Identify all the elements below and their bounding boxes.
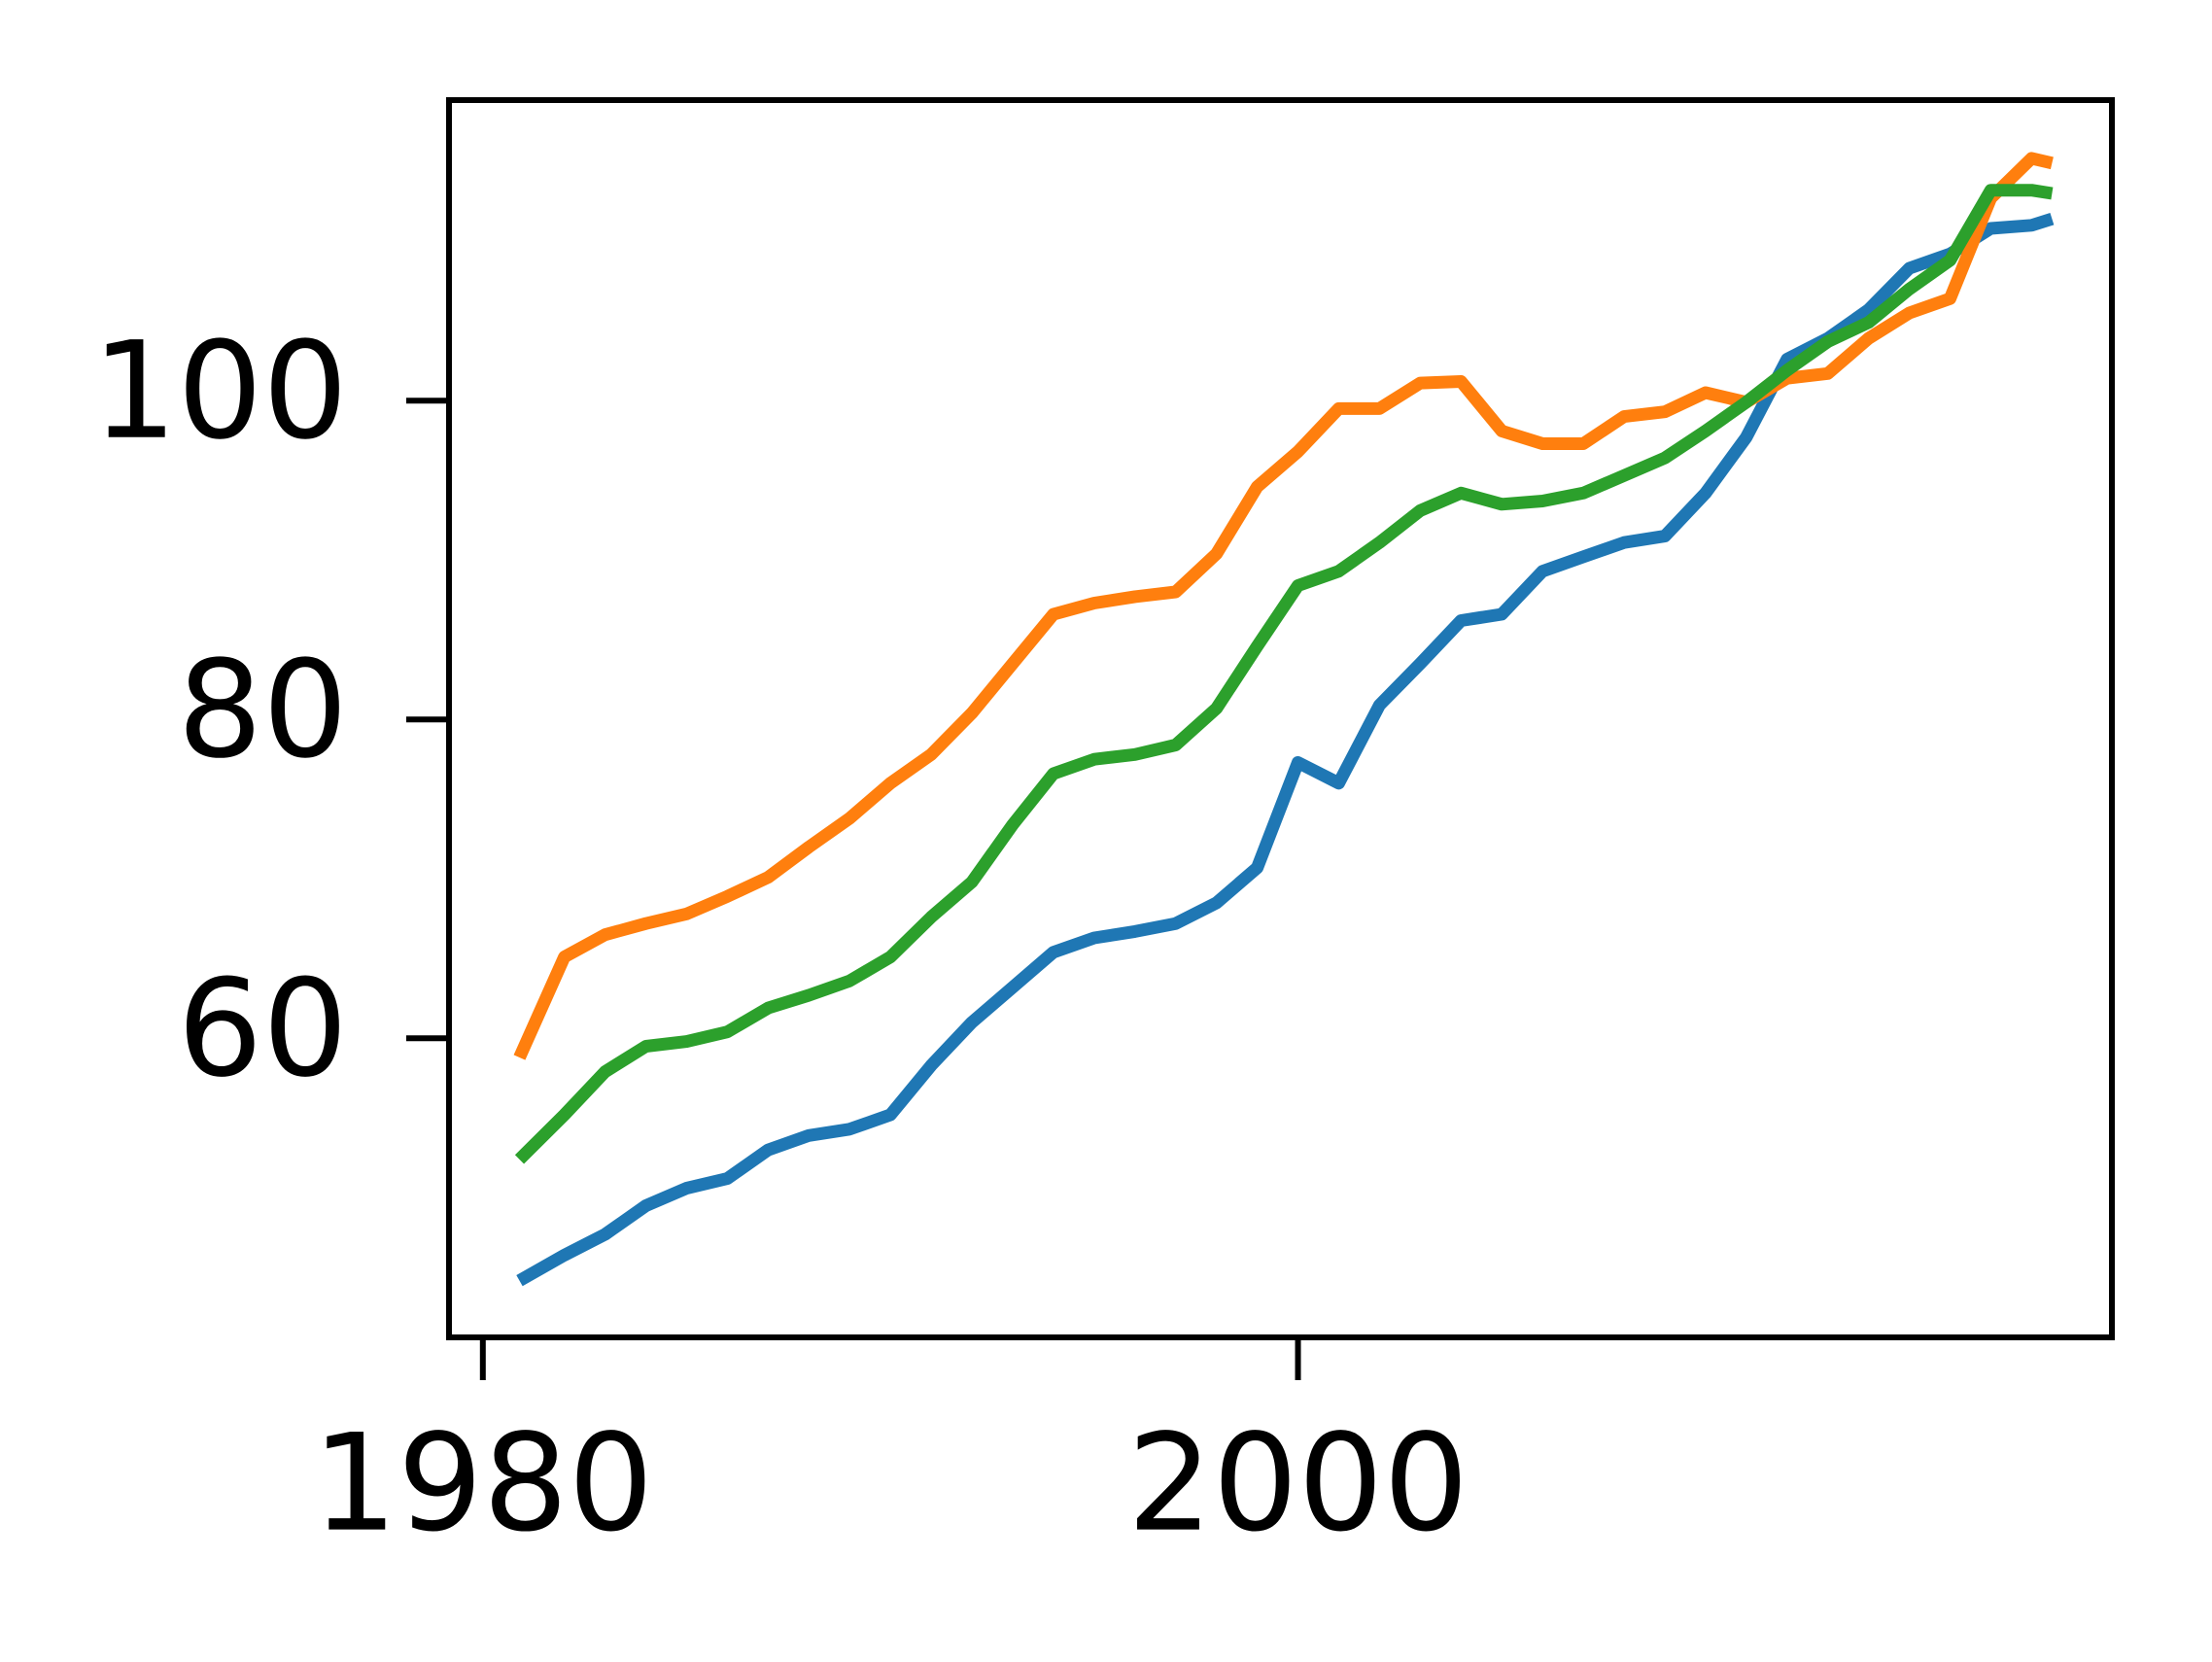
data-line [513,152,2054,1060]
x-tick-label: 1980 [312,1405,653,1562]
x-tick-label: 2000 [1127,1405,1469,1562]
y-tick-label: 60 [177,951,348,1107]
y-tick-label: 100 [92,313,348,469]
data-line [514,184,2054,1164]
y-tick-label: 80 [177,632,348,788]
